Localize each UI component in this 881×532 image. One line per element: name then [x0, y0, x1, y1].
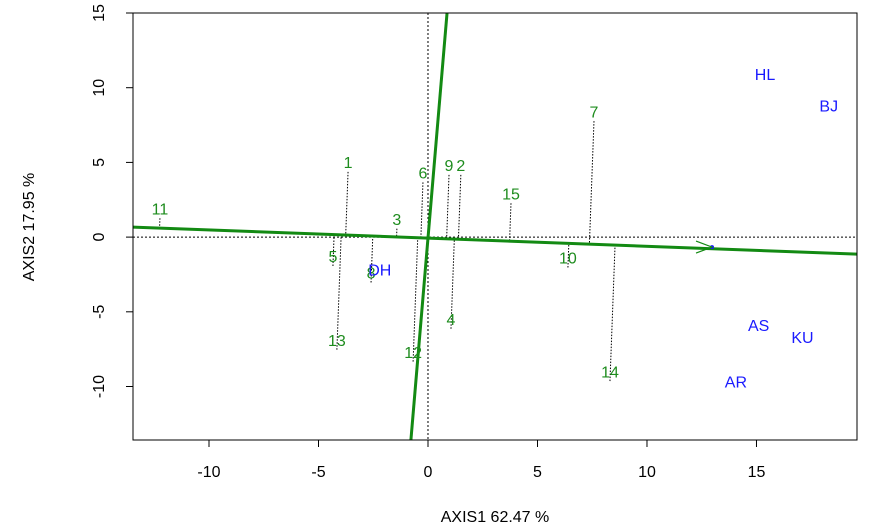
y-tick-label: 15 — [91, 4, 108, 22]
y-tick-label: -10 — [91, 375, 108, 398]
point-label: 14 — [601, 364, 619, 381]
projection-line — [413, 238, 418, 362]
y-tick-label: -5 — [91, 305, 108, 319]
point-label: 11 — [152, 201, 169, 218]
x-tick-label: -10 — [197, 464, 220, 481]
x-tick-label: 15 — [748, 464, 766, 481]
projection-line — [458, 175, 460, 239]
point-label: 7 — [590, 104, 599, 121]
point-label: 6 — [418, 166, 427, 183]
projection-line — [447, 175, 449, 239]
point-label: BJ — [819, 98, 838, 115]
ata-axis — [133, 227, 857, 254]
projection-line — [421, 182, 423, 237]
point-label: 1 — [344, 155, 353, 172]
point-label: 10 — [559, 251, 577, 268]
x-tick-label: 10 — [638, 464, 656, 481]
projection-line — [610, 245, 615, 381]
point-label: AR — [725, 375, 747, 392]
x-tick-label: 5 — [533, 464, 542, 481]
projection-line — [589, 121, 594, 244]
ata-perpendicular — [411, 13, 447, 440]
y-tick-label: 10 — [91, 79, 108, 97]
point-label: 3 — [392, 212, 401, 229]
point-label: AS — [748, 318, 769, 335]
point-label: 13 — [328, 333, 346, 350]
y-axis-title: AXIS2 17.95 % — [21, 173, 38, 282]
plot-frame — [133, 13, 857, 440]
point-label: KU — [791, 330, 813, 347]
projection-line — [510, 203, 511, 241]
point-label: 15 — [502, 186, 520, 203]
y-tick-label: 5 — [91, 158, 108, 167]
point-label: 9 — [445, 158, 454, 175]
projection-line — [346, 172, 348, 235]
point-label: 4 — [447, 312, 456, 329]
point-label: DH — [368, 263, 391, 280]
point-label: HL — [755, 67, 776, 84]
x-tick-label: -5 — [311, 464, 325, 481]
point-label: 12 — [404, 345, 422, 362]
x-axis-title: AXIS1 62.47 % — [441, 509, 550, 526]
point-label: 5 — [328, 249, 337, 266]
x-tick-label: 0 — [424, 464, 433, 481]
y-tick-label: 0 — [91, 233, 108, 242]
point-label: 2 — [456, 158, 465, 175]
